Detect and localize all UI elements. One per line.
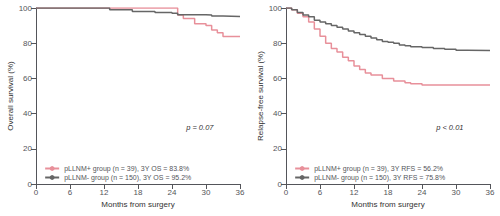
- svg-text:36: 36: [486, 188, 495, 197]
- svg-text:20: 20: [23, 144, 32, 153]
- svg-text:60: 60: [23, 74, 32, 83]
- svg-text:pLLNM- group (n = 150), 3Y OS: pLLNM- group (n = 150), 3Y OS = 95.2%: [64, 174, 191, 182]
- svg-text:0: 0: [28, 180, 33, 189]
- svg-text:Months from surgery: Months from surgery: [101, 200, 174, 209]
- svg-text:18: 18: [384, 188, 393, 197]
- svg-text:40: 40: [273, 109, 282, 118]
- svg-text:p < 0.01: p < 0.01: [435, 123, 463, 132]
- svg-text:pLLNM+ group (n = 39), 3Y RFS: pLLNM+ group (n = 39), 3Y RFS = 56.2%: [314, 165, 443, 173]
- svg-text:p = 0.07: p = 0.07: [185, 123, 214, 132]
- svg-text:30: 30: [452, 188, 461, 197]
- svg-text:0: 0: [284, 188, 289, 197]
- svg-text:6: 6: [68, 188, 73, 197]
- svg-text:6: 6: [318, 188, 323, 197]
- svg-text:80: 80: [273, 39, 282, 48]
- svg-text:12: 12: [350, 188, 359, 197]
- svg-text:40: 40: [23, 109, 32, 118]
- svg-text:100: 100: [19, 4, 33, 13]
- svg-text:12: 12: [100, 188, 109, 197]
- svg-text:24: 24: [418, 188, 427, 197]
- svg-text:pLLNM- group (n = 150), 3Y RFS: pLLNM- group (n = 150), 3Y RFS = 75.8%: [314, 174, 445, 182]
- svg-text:Months from surgery: Months from surgery: [351, 200, 424, 209]
- svg-text:36: 36: [236, 188, 245, 197]
- svg-text:80: 80: [23, 39, 32, 48]
- svg-text:30: 30: [202, 188, 211, 197]
- svg-text:Relapse-free survival (%): Relapse-free survival (%): [256, 51, 265, 141]
- svg-text:Overall survival (%): Overall survival (%): [6, 61, 15, 131]
- svg-text:24: 24: [168, 188, 177, 197]
- svg-text:0: 0: [278, 180, 283, 189]
- svg-text:100: 100: [269, 4, 283, 13]
- svg-text:0: 0: [34, 188, 39, 197]
- svg-text:60: 60: [273, 74, 282, 83]
- svg-text:pLLNM+ group (n = 39), 3Y OS =: pLLNM+ group (n = 39), 3Y OS = 83.8%: [64, 165, 189, 173]
- svg-text:18: 18: [134, 188, 143, 197]
- svg-text:20: 20: [273, 144, 282, 153]
